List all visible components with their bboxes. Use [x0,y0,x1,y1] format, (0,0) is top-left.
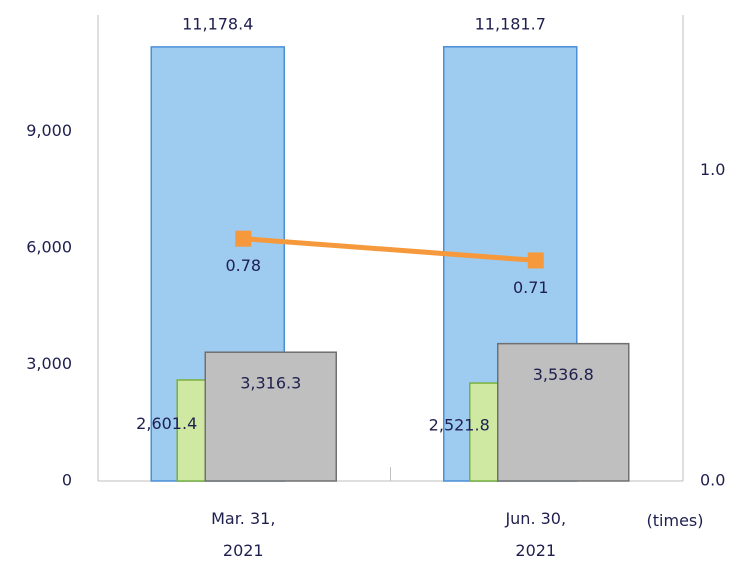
bar [204,351,337,482]
bar [176,379,206,482]
data-label: 0.78 [225,256,261,275]
x-tick-label: Jun. 30, 2021 [505,509,567,560]
data-label: 11,178.4 [182,14,253,33]
chart: 0 3,000 6,000 9,000 0.0 1.0 11,178.4 11,181.7 2,… [26,14,725,560]
data-label: 3,536.8 [533,365,594,384]
y-tick-label: 3,000 [26,354,72,373]
x-tick-label: Mar. 31, 2021 [211,509,276,560]
bar [497,342,630,482]
data-label: 0.71 [513,278,549,297]
y2-tick-label: 0.0 [700,471,725,490]
y-tick-label: 0 [62,471,72,490]
line-marker [527,252,544,269]
chart-svg: 0 3,000 6,000 9,000 0.0 1.0 11,178.4 11,181.7 2,… [26,14,725,490]
y-tick-label: 9,000 [26,121,72,140]
y2-tick-label: 1.0 [700,160,725,179]
bar [469,382,499,482]
data-label: 2,601.4 [136,414,197,433]
line [243,236,536,263]
data-label: 2,521.8 [429,416,490,435]
line-marker [235,230,252,247]
data-label: 3,316.3 [240,374,301,393]
y2-axis-label: (times) [646,511,704,530]
data-label: 11,181.7 [475,14,546,33]
y-tick-label: 6,000 [26,238,72,257]
